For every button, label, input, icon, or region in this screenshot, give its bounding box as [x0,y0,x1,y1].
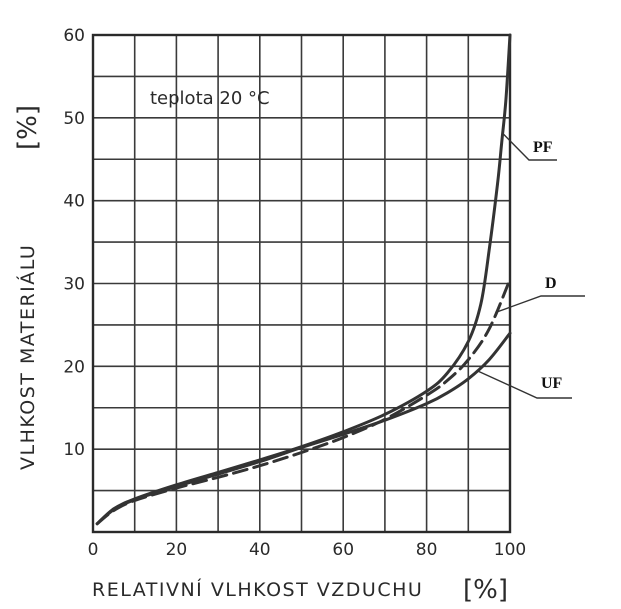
x-axis-title: RELATIVNÍ VLHKOST VZDUCHU [92,578,423,601]
plot-frame [91,33,512,534]
series-label-uf: UF [541,375,563,392]
y-tick-label: 10 [63,440,85,460]
x-tick-label: 80 [416,540,438,560]
plot-border [91,33,512,534]
leader-line-uf [476,369,572,399]
y-axis-title-group: VLHKOST MATERIÁLU [%] [13,105,43,470]
y-tick-label: 40 [63,192,85,212]
x-axis-title-group: RELATIVNÍ VLHKOST VZDUCHU [%] [92,575,508,605]
leader-line-pf [503,133,557,161]
grid [92,34,511,533]
y-tick-label: 50 [63,109,85,129]
series-line-pf [95,33,512,526]
x-tick-label: 100 [494,540,526,560]
y-tick-label: 20 [63,357,85,377]
series-label-pf: PF [533,139,553,156]
x-tick-label: 60 [332,540,354,560]
x-tick-label: 0 [88,540,99,560]
series-labels: PF D UF [476,133,585,399]
tick-labels: 0 20 40 60 80 100 10 20 30 40 50 60 [63,26,526,560]
x-axis-unit: [%] [463,575,508,605]
y-axis-unit: [%] [13,105,43,150]
leader-line-d [495,295,585,314]
y-tick-label: 30 [63,275,85,295]
y-tick-label: 60 [63,26,85,46]
x-tick-label: 40 [249,540,271,560]
series-group [95,33,512,526]
temperature-annotation: teplota 20 °C [150,88,270,109]
x-tick-label: 20 [166,540,188,560]
y-axis-title: VLHKOST MATERIÁLU [16,244,39,470]
series-label-d: D [545,275,557,292]
series-line-uf [95,331,512,526]
series-line-d [95,277,512,526]
